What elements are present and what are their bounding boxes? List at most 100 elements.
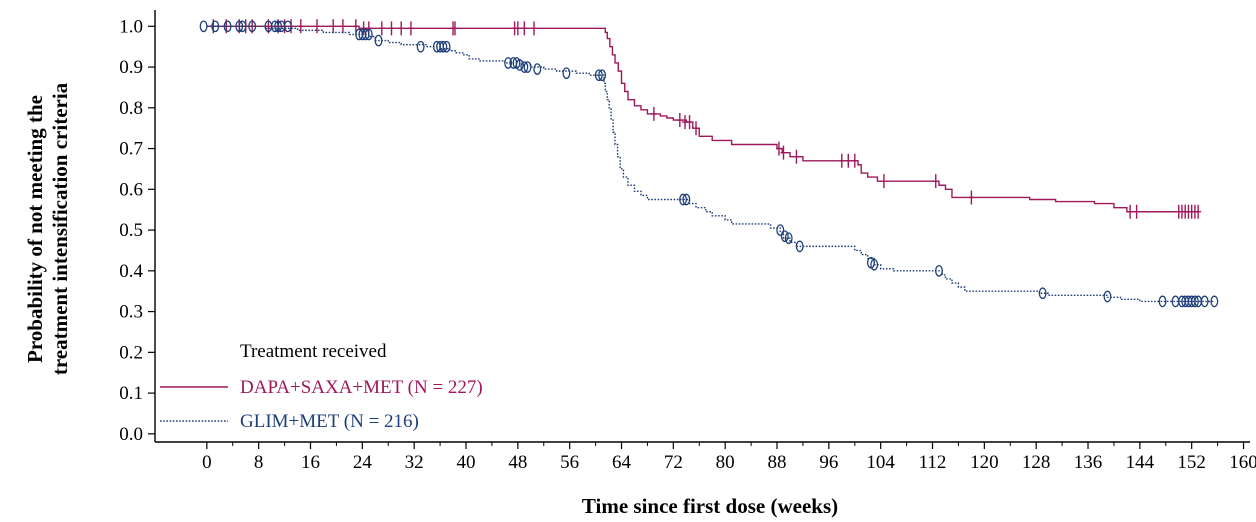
x-axis-ticks: 0 8 16 24 32 40 48 56 64 72 80 88 96 104 112 120 128 136 1… bbox=[202, 442, 1256, 473]
legend: Treatment received DAPA+SAXA+MET (N = 22… bbox=[160, 341, 483, 432]
y-axis-title: Probability of not meeting the treatment… bbox=[23, 82, 72, 375]
censor-mark bbox=[521, 21, 528, 36]
censor-mark bbox=[562, 67, 571, 80]
x-tick-label: 152 bbox=[1177, 452, 1206, 473]
censor-mark bbox=[676, 113, 683, 128]
censor-mark bbox=[1195, 204, 1202, 219]
censor-mark bbox=[199, 20, 208, 33]
censor-mark bbox=[451, 21, 458, 36]
x-tick-label: 72 bbox=[664, 452, 683, 473]
censor-mark bbox=[523, 61, 532, 73]
censor-mark bbox=[693, 121, 700, 136]
censor-mark bbox=[360, 21, 367, 36]
y-axis-title-line-2: treatment intensification criteria bbox=[48, 82, 72, 375]
censor-mark bbox=[378, 21, 385, 36]
censor-mark bbox=[211, 20, 220, 33]
x-axis-title: Time since first dose (weeks) bbox=[582, 494, 838, 518]
censor-mark bbox=[531, 21, 538, 36]
series-1 bbox=[199, 20, 1219, 308]
series-line-0 bbox=[206, 25, 1199, 213]
censor-mark bbox=[1127, 204, 1134, 219]
censor-mark bbox=[776, 224, 785, 236]
legend-label-dapa: DAPA+SAXA+MET (N = 227) bbox=[240, 377, 483, 398]
series-line-1 bbox=[206, 25, 1215, 303]
censor-mark bbox=[1103, 290, 1112, 303]
censor-mark bbox=[504, 57, 513, 69]
censor-mark bbox=[679, 193, 688, 206]
x-tick-label: 120 bbox=[970, 452, 999, 473]
censor-mark bbox=[238, 20, 247, 33]
x-tick-label: 24 bbox=[353, 452, 373, 473]
y-tick-label: 0.9 bbox=[119, 57, 143, 78]
x-tick-label: 0 bbox=[202, 452, 212, 473]
censor-mark bbox=[442, 40, 451, 53]
y-tick-label: 0.3 bbox=[119, 302, 143, 323]
x-tick-label: 112 bbox=[919, 452, 947, 473]
censor-mark bbox=[1190, 295, 1199, 308]
censor-mark bbox=[775, 141, 782, 156]
x-tick-label: 104 bbox=[866, 452, 895, 473]
y-tick-label: 0.1 bbox=[119, 383, 143, 404]
censor-mark bbox=[650, 106, 657, 121]
censor-mark bbox=[223, 20, 232, 33]
censor-mark bbox=[330, 19, 337, 34]
censor-mark bbox=[313, 19, 320, 34]
censor-mark bbox=[1158, 295, 1167, 308]
censor-mark bbox=[520, 61, 529, 73]
censor-mark bbox=[968, 190, 975, 205]
y-tick-label: 0.2 bbox=[119, 342, 143, 363]
legend-label-glim: GLIM+MET (N = 216) bbox=[240, 411, 419, 432]
censor-mark bbox=[374, 34, 383, 47]
x-tick-label: 80 bbox=[716, 452, 735, 473]
censor-mark bbox=[880, 174, 887, 189]
censor-mark bbox=[793, 149, 800, 164]
x-tick-label: 96 bbox=[819, 452, 838, 473]
censor-mark bbox=[235, 20, 244, 33]
censor-mark bbox=[598, 69, 607, 82]
censor-mark bbox=[780, 230, 789, 243]
censor-mark bbox=[851, 153, 858, 168]
x-tick-label: 8 bbox=[254, 452, 264, 473]
x-tick-label: 48 bbox=[508, 452, 527, 473]
censor-mark bbox=[838, 153, 845, 168]
x-tick-label: 32 bbox=[405, 452, 424, 473]
censor-mark bbox=[364, 28, 373, 41]
legend-title: Treatment received bbox=[240, 341, 387, 362]
x-tick-label: 136 bbox=[1074, 452, 1103, 473]
x-tick-label: 40 bbox=[457, 452, 476, 473]
censor-mark bbox=[339, 19, 346, 34]
x-tick-label: 144 bbox=[1126, 452, 1155, 473]
censor-mark bbox=[388, 21, 395, 36]
censor-mark bbox=[594, 69, 603, 82]
y-axis-ticks: 0.0 0.1 0.2 0.3 0.4 0.5 0.6 0.7 0.8 0.9 1.0 bbox=[119, 16, 155, 445]
censor-mark bbox=[784, 232, 793, 245]
x-tick-label: 56 bbox=[560, 452, 579, 473]
censor-mark bbox=[870, 258, 879, 271]
y-tick-label: 0.0 bbox=[119, 424, 143, 445]
censor-mark bbox=[352, 19, 359, 34]
censor-mark bbox=[1133, 204, 1140, 219]
censor-mark bbox=[398, 21, 405, 36]
censor-mark bbox=[248, 20, 257, 33]
censor-mark bbox=[795, 240, 804, 253]
x-tick-label: 88 bbox=[768, 452, 787, 473]
censor-mark bbox=[845, 153, 852, 168]
censor-mark bbox=[274, 20, 283, 33]
y-tick-label: 0.7 bbox=[119, 139, 143, 160]
y-tick-label: 0.6 bbox=[119, 179, 143, 200]
series-0 bbox=[206, 19, 1202, 219]
censor-mark bbox=[515, 59, 524, 71]
censor-mark bbox=[780, 145, 787, 160]
censor-mark bbox=[935, 264, 943, 277]
censor-mark bbox=[297, 19, 304, 34]
censor-mark bbox=[1038, 287, 1047, 300]
censor-mark bbox=[283, 20, 292, 33]
censor-mark bbox=[533, 63, 542, 75]
y-tick-label: 0.4 bbox=[119, 261, 143, 282]
axes: 0 8 16 24 32 40 48 56 64 72 80 88 96 104 112 120 128 136 1… bbox=[119, 10, 1256, 473]
y-tick-label: 1.0 bbox=[119, 16, 143, 37]
y-axis-title-line-1: Probability of not meeting the bbox=[23, 95, 47, 363]
censor-mark bbox=[439, 40, 448, 53]
censor-mark bbox=[361, 28, 370, 41]
